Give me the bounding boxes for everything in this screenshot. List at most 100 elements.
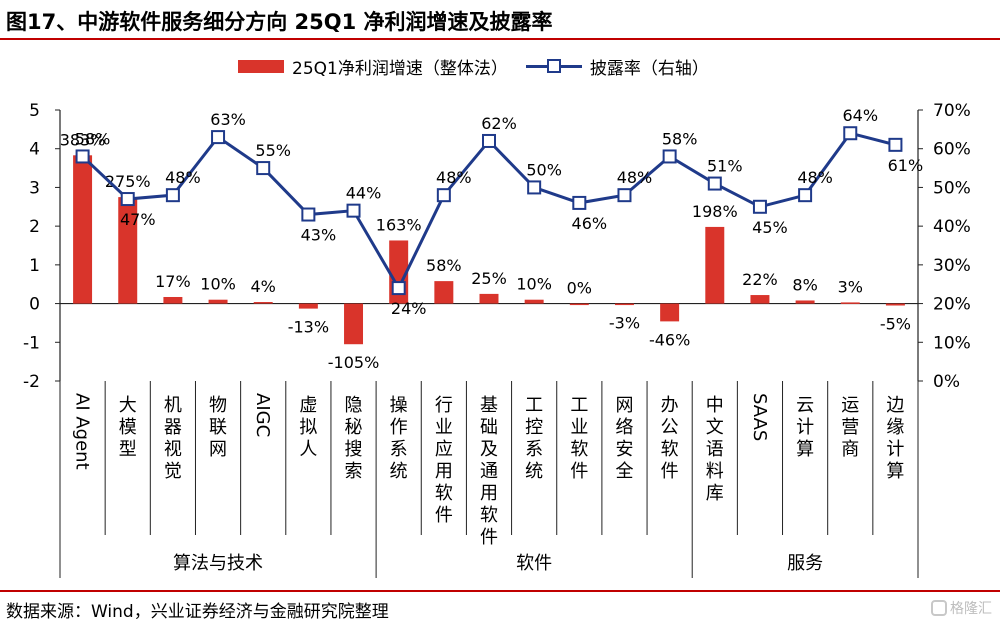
left-axis-tick-label: 0 [29,295,40,315]
bar-value-label: -5% [880,315,911,334]
bar [118,197,138,304]
category-label-char: 件 [435,505,453,526]
bar [298,303,318,309]
source-note: 数据来源：Wind，兴业证券经济与金融研究院整理 [6,602,389,622]
bar-value-label: 3% [838,277,863,296]
category-label-char: 通 [480,461,498,482]
bar-value-label: 25% [471,269,507,288]
line-value-label: 24% [391,299,427,318]
legend-line-label: 披露率（右轴） [589,58,709,79]
category-label-char: 业 [435,417,453,438]
line-value-label: 44% [346,184,382,203]
line-marker [75,149,90,164]
bar [479,293,499,304]
category-label-char: 基 [480,395,498,416]
line-marker [436,188,451,203]
line-marker [346,203,361,218]
category-label-char: 计 [796,417,814,438]
legend-line-swatch [525,59,582,73]
bar [660,303,680,322]
category-label-char: 人 [299,439,317,460]
right-axis-tick-label: 50% [933,178,971,198]
category-label: SAAS [749,393,770,441]
category-label-char: 器 [164,417,182,438]
line-value-label: 48% [165,168,201,187]
category-label-char: 搜 [345,439,363,460]
category-label-char: 络 [615,417,633,438]
category-label-char: 算 [886,461,904,482]
bar [524,299,544,304]
bar [795,300,815,304]
line-value-label: 48% [797,168,833,187]
category-label-char: 工 [570,395,588,416]
group-label: 软件 [516,553,552,574]
group-label: 算法与技术 [173,553,263,574]
bar-value-label: 275% [105,172,151,191]
category-label-char: 行 [435,395,453,416]
category-label-char: 及 [480,439,498,460]
category-label-char: 工 [525,395,543,416]
category-label-char: 系 [525,439,543,460]
line-value-label: 45% [752,218,788,237]
bar-value-label: 0% [567,279,592,298]
disclosure-line [81,131,896,292]
category-label-char: 件 [570,461,588,482]
line-marker [391,281,406,296]
category-label-char: 软 [480,505,498,526]
category-label-char: 安 [615,439,633,460]
category-label-char: 文 [706,417,724,438]
line-value-label: 61% [888,156,924,175]
category-label-char: 系 [390,439,408,460]
category-label-char: 物 [209,395,227,416]
bar-value-label: 17% [155,272,191,291]
category-label-char: 型 [119,439,137,460]
left-axis-tick-label: -1 [23,333,40,353]
bar-value-label: 383% [60,130,106,149]
category-label-char: 础 [480,417,498,438]
category-label-char: 网 [209,439,227,460]
line-marker [843,126,858,141]
category-label-char: 业 [570,417,588,438]
legend: 25Q1净利润增速（整体法） 披露率（右轴） [238,52,709,80]
right-axis-tick-label: 40% [933,217,971,237]
category-label-char: 缘 [886,417,904,438]
right-axis-tick-label: 20% [933,295,971,315]
line-marker [165,188,180,203]
right-axis-tick-label: 70% [933,101,971,121]
watermark-logo-icon [931,600,947,616]
line-marker [527,180,542,195]
line-marker [662,149,677,164]
bar [840,302,860,304]
category-label: AIGC [252,393,273,437]
chart-title: 图17、中游软件服务细分方向 25Q1 净利润增速及披露率 [6,10,553,34]
bar [705,226,725,304]
category-label-char: 软 [435,483,453,504]
category-label-char: 软 [661,439,679,460]
line-marker [120,192,135,207]
category-label-char: 应 [435,439,453,460]
left-axis-tick-label: 4 [29,140,40,160]
category-label-char: 云 [796,395,814,416]
line-value-label: 46% [572,214,608,233]
line-value-label: 63% [210,110,246,129]
category-label-char: 料 [706,461,724,482]
category-label-char: 件 [480,527,498,548]
left-axis-tick-label: 2 [29,217,40,237]
legend-item-line: 披露率（右轴） [525,54,709,79]
line-value-label: 47% [120,210,156,229]
category-label-char: 觉 [164,461,182,482]
left-axis-tick-label: 3 [29,178,40,198]
category-label-char: 拟 [299,417,317,438]
category-label-char: 算 [796,439,814,460]
right-axis-tick-label: 0% [933,372,960,392]
category-label-char: 作 [390,417,408,438]
line-marker [256,161,271,176]
category-label-char: 秘 [345,417,363,438]
category-label-char: 运 [841,395,859,416]
category-label-char: 统 [390,461,408,482]
category-label-char: 视 [164,439,182,460]
group-label: 服务 [787,553,823,574]
bar-value-label: 8% [792,275,817,294]
legend-bar-swatch [238,59,284,73]
